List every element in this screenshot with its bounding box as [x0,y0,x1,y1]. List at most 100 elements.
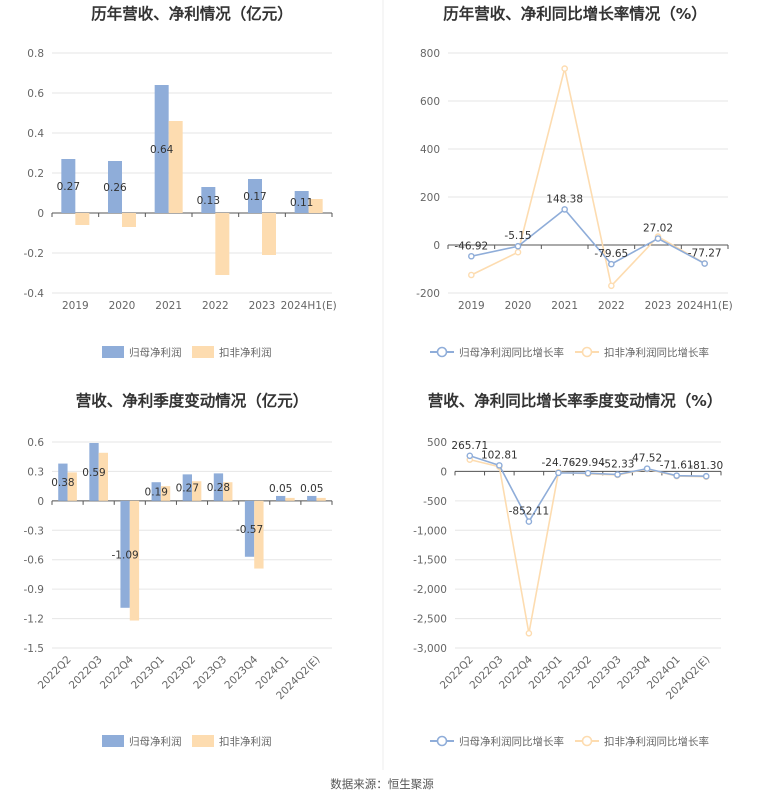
bar-deducted-net-profit [285,497,295,501]
legend-label: 扣非净利润 [219,346,272,359]
line-point [584,469,592,477]
x-tick-label: 2024H1(E) [677,300,733,312]
legend-label: 归母净利润同比增长率 [459,346,564,359]
bar-net-profit [244,500,255,557]
data-label: 265.71 [451,440,488,452]
line-series-deducted-growth [469,458,707,634]
bar-net-profit [248,179,262,213]
data-label: 0.38 [51,477,74,489]
legend[interactable]: 归母净利润 扣非净利润 [102,735,272,748]
chart-2: 历年营收、净利同比增长率情况（%） -200 0 200 400 600 800 2019 20… [416,4,733,359]
data-label: -1.09 [112,549,139,561]
y-tick-label: 0.2 [27,168,44,180]
y-tick-label: -200 [416,288,440,300]
x-tick-label: 2023Q1 [129,654,167,692]
data-label: -5.15 [504,230,531,242]
legend-marker [581,346,593,358]
line-point [654,235,662,242]
data-label: 102.81 [481,449,518,461]
x-tick-label: 2023 [249,300,276,312]
data-label: 0.13 [197,195,220,207]
y-tick-label: -0.4 [24,288,45,300]
line-point [608,282,615,290]
data-label: 0.05 [269,483,292,495]
line-point [468,252,475,260]
data-label: 0.17 [243,191,266,203]
line-series-deducted-growth [470,68,706,288]
chart-title: 营收、净利同比增长率季度变动情况（%） [428,391,723,410]
bar-deducted-net-profit [67,472,77,501]
bar-deducted-net-profit [98,452,108,501]
line-point [701,260,708,267]
line-point [673,472,680,479]
legend[interactable]: 归母净利润同比增长率 扣非净利润同比增长率 [430,735,709,748]
bar-net-profit [154,85,169,213]
data-label: 0.59 [82,467,105,479]
legend-swatch [192,346,214,358]
y-tick-label: -0.3 [24,525,45,537]
data-label: -52.33 [601,459,635,471]
x-tick-label: 2021 [551,300,578,312]
line-point [608,260,615,268]
x-tick-label: 2022Q3 [67,654,105,692]
bar-deducted-net-profit [254,500,264,569]
bar-net-profit [201,187,216,213]
x-tick-label: 2022Q2 [36,654,74,692]
data-label: 0.27 [57,181,80,193]
y-tick-label: -1.2 [24,614,45,626]
x-tick-label: 2021 [155,300,182,312]
bar-net-profit [120,500,130,608]
bar-net-profit [108,161,122,213]
legend-label: 归母净利润 [129,346,182,359]
y-tick-label: 0.6 [27,437,44,449]
y-tick-label: -1,000 [413,525,447,537]
bar-deducted-net-profit [215,213,230,275]
legend-label: 扣非净利润同比增长率 [604,735,709,748]
bar-deducted-net-profit [192,481,202,501]
y-tick-label: 0.3 [27,466,44,478]
y-tick-label: 500 [427,437,447,449]
line-point [496,462,503,469]
bar-net-profit [182,474,192,501]
line-point [702,472,710,480]
data-label: -46.92 [454,240,488,252]
line-point [514,248,522,256]
chart-3: 营收、净利季度变动情况（亿元） -1.5 -1.2 -0.9 -0.6 -0.3 0 0.3 0… [24,391,333,748]
y-tick-label: 200 [420,192,440,204]
data-label: 0.11 [290,197,313,209]
y-tick-label: -2,500 [413,614,447,626]
bar-net-profit [58,463,68,501]
y-tick-label: 0 [37,208,44,220]
bar-deducted-net-profit [75,213,90,225]
y-tick-label: -0.9 [24,584,45,596]
x-tick-label: 2022 [598,300,625,312]
y-tick-label: -1,500 [413,555,447,567]
line-point [561,65,568,72]
legend-label: 扣非净利润 [219,735,272,748]
legend[interactable]: 归母净利润 扣非净利润 [102,346,272,359]
bar-deducted-net-profit [160,486,171,501]
line-point [614,471,621,478]
data-label: -79.65 [594,248,628,260]
x-tick-label: 2020 [109,300,136,312]
data-label: 0.05 [300,483,323,495]
bar-deducted-net-profit [308,199,323,213]
y-tick-label: 400 [420,144,440,156]
data-label: -71.61 [660,460,694,472]
source-text: 数据来源：恒生聚源 [330,777,434,791]
y-tick-label: -1.5 [24,643,45,655]
bar-deducted-net-profit [223,482,233,501]
legend[interactable]: 归母净利润同比增长率 扣非净利润同比增长率 [430,346,709,359]
data-label: 0.64 [150,144,174,156]
y-tick-label: -3,000 [413,643,447,655]
x-tick-label: 2024H1(E) [281,300,337,312]
data-label: 0.27 [176,483,199,495]
x-tick-label: 2020 [505,300,532,312]
line-point [643,465,651,472]
legend-marker [436,735,448,747]
y-tick-label: 0.6 [27,88,44,100]
chart-title: 历年营收、净利同比增长率情况（%） [443,4,707,23]
y-tick-label: 0 [433,240,440,252]
x-tick-label: 2019 [62,300,89,312]
